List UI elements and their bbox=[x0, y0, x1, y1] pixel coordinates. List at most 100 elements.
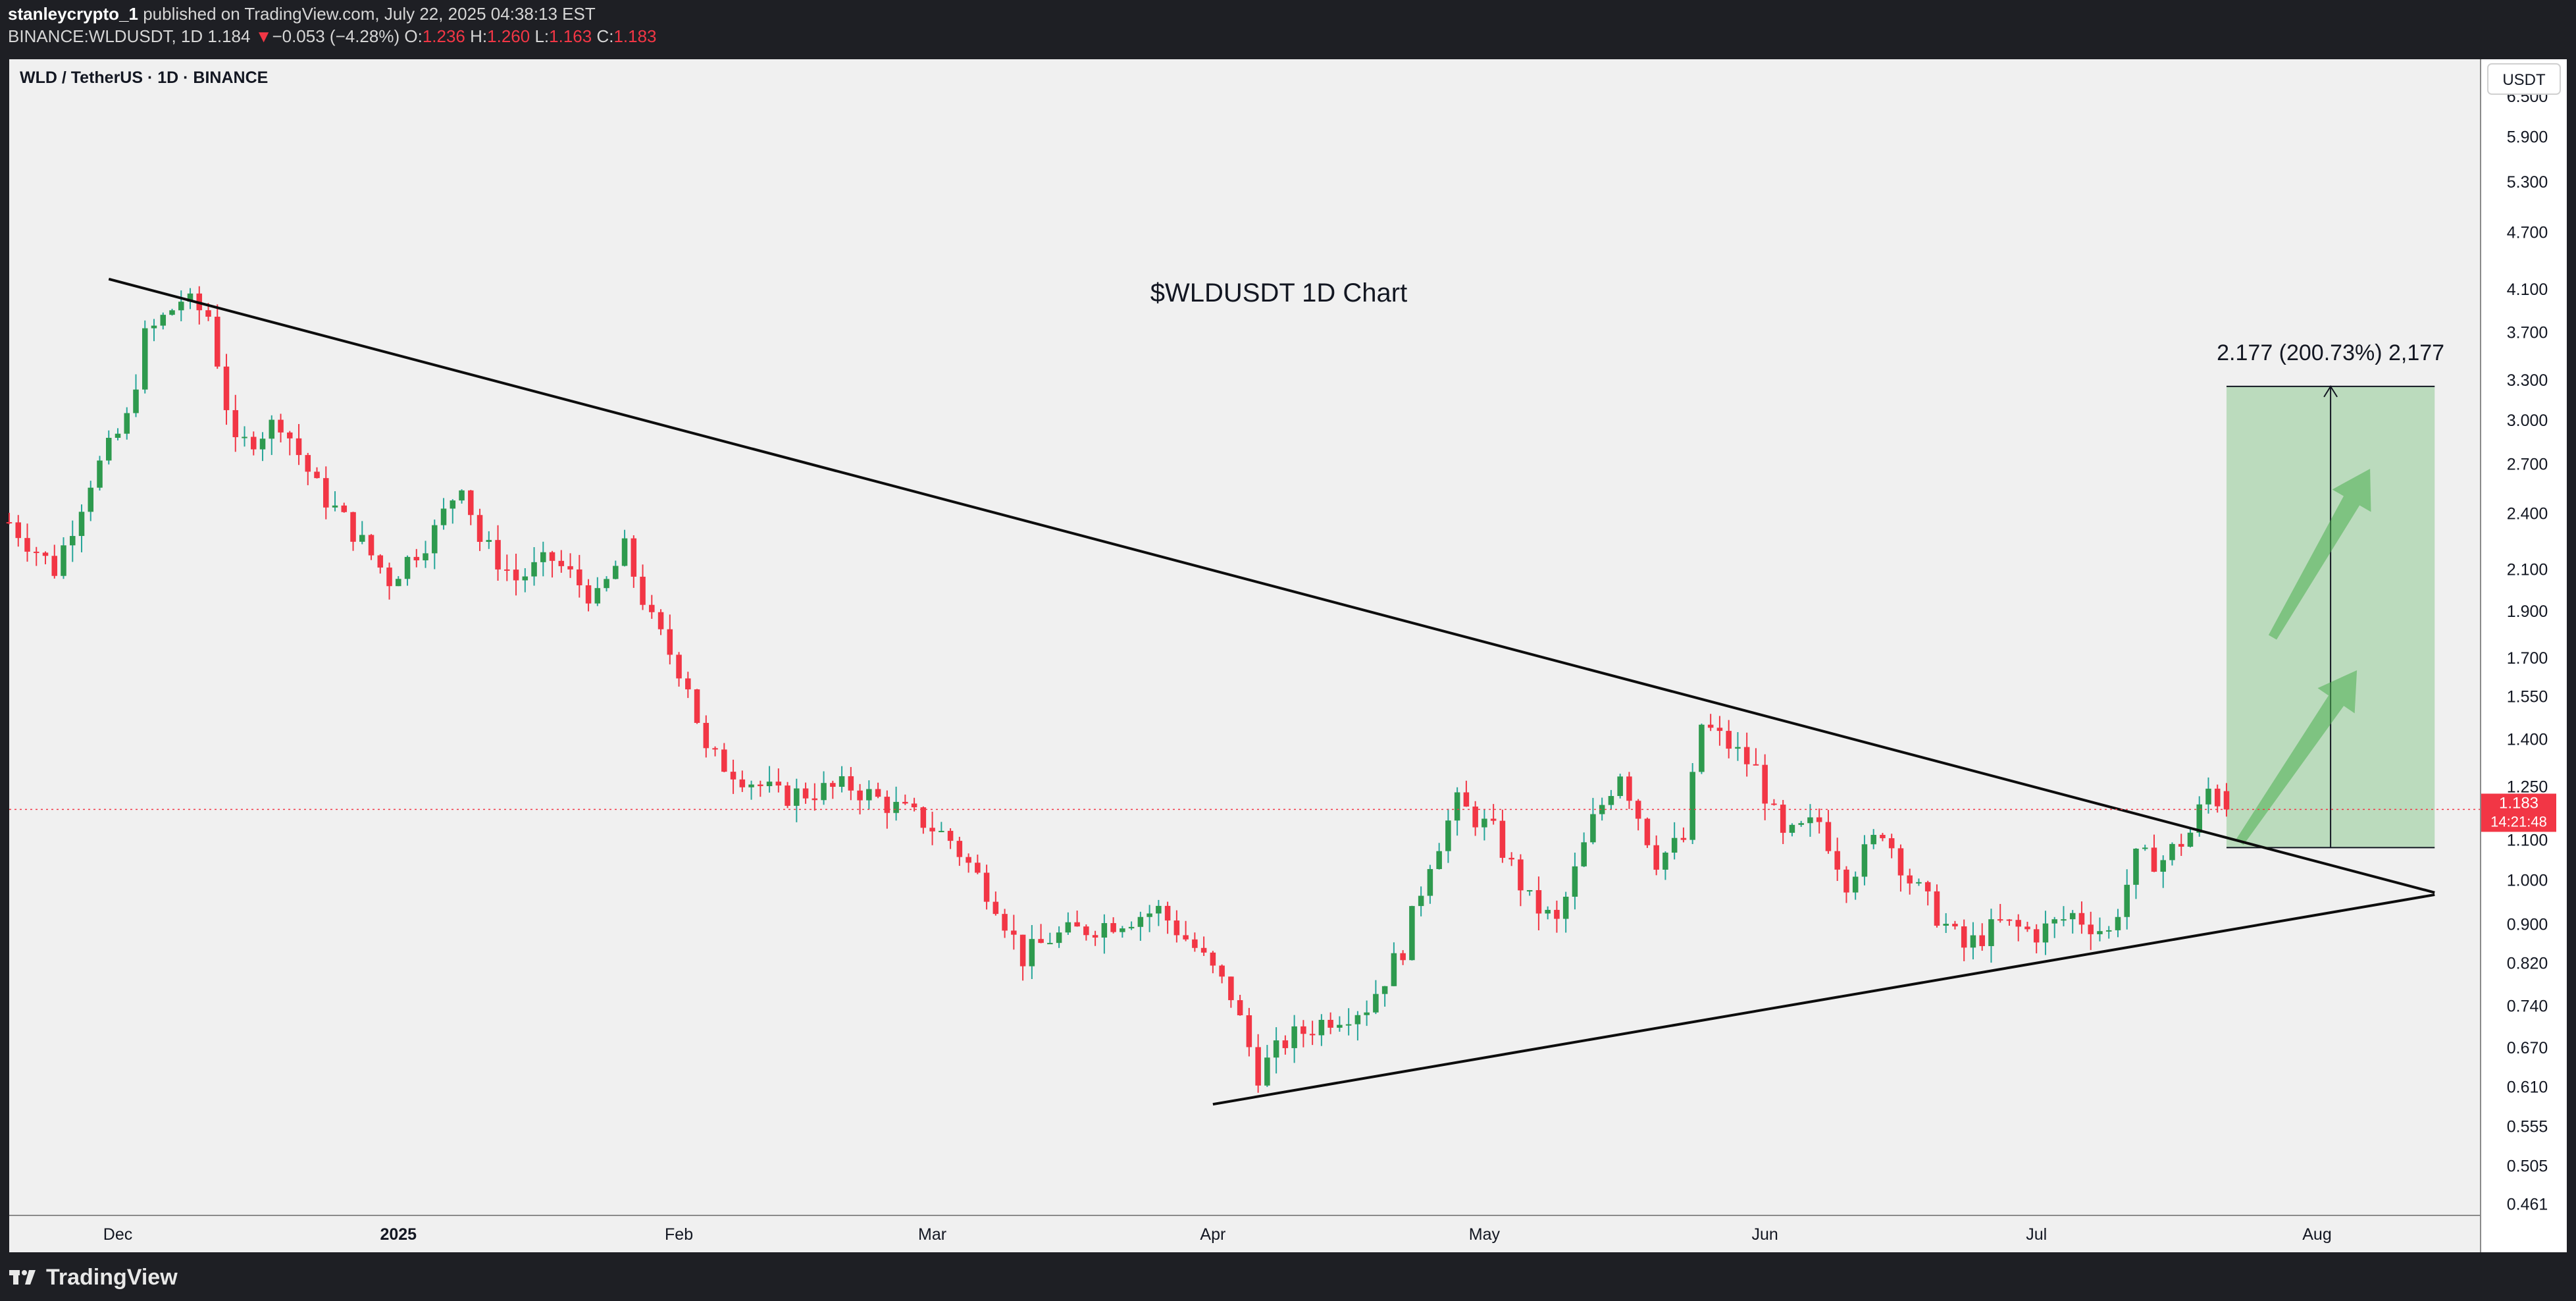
candle-body bbox=[1988, 919, 1994, 946]
candle-body bbox=[1897, 848, 1904, 876]
candle bbox=[2078, 901, 2085, 934]
candle bbox=[1318, 1014, 1325, 1046]
price-tick-label: 2.100 bbox=[2507, 561, 2548, 579]
candle bbox=[811, 783, 818, 811]
candle-body bbox=[739, 779, 746, 787]
candle bbox=[1771, 799, 1777, 806]
candle-body bbox=[287, 432, 293, 438]
candle-body bbox=[2006, 919, 2013, 921]
candle bbox=[1164, 901, 1171, 934]
candle-body bbox=[1246, 1015, 1252, 1048]
author-name[interactable]: stanleycrypto_1 bbox=[8, 4, 138, 24]
tradingview-logo[interactable]: TradingView bbox=[9, 1263, 178, 1292]
candle-body bbox=[1979, 935, 1985, 946]
candle bbox=[1780, 800, 1786, 844]
trendline-descending-resistance[interactable] bbox=[108, 277, 2435, 894]
candle-body bbox=[657, 612, 664, 629]
candle-body bbox=[1427, 868, 1433, 896]
candle-body bbox=[305, 455, 311, 472]
candle-body bbox=[223, 366, 230, 410]
trendline-ascending-support[interactable] bbox=[1212, 893, 2435, 1106]
time-tick-label: May bbox=[1469, 1225, 1501, 1244]
candle-body bbox=[1535, 889, 1542, 914]
candle-body bbox=[2142, 847, 2148, 849]
candle-body bbox=[1961, 926, 1967, 948]
candle bbox=[1789, 823, 1795, 837]
price-tick-label: 5.900 bbox=[2507, 128, 2548, 147]
candle bbox=[359, 521, 365, 544]
candle-body bbox=[1671, 837, 1678, 853]
candle-body bbox=[920, 807, 927, 828]
candle bbox=[341, 502, 348, 513]
candle-body bbox=[939, 830, 944, 832]
publish-line: stanleycrypto_1 published on TradingView… bbox=[8, 4, 596, 24]
target-label: 2.177 (200.73%) 2,177 bbox=[2217, 340, 2444, 365]
candle bbox=[486, 531, 492, 549]
candle-body bbox=[1554, 909, 1560, 919]
candle bbox=[1364, 1000, 1370, 1026]
candle-body bbox=[1029, 939, 1035, 967]
candle-body bbox=[1726, 731, 1732, 749]
candle-body bbox=[450, 500, 456, 509]
candle bbox=[821, 771, 827, 805]
candle-body bbox=[386, 568, 392, 587]
candle-body bbox=[1137, 916, 1144, 927]
candle bbox=[1526, 889, 1533, 896]
candle-body bbox=[2124, 884, 2130, 917]
candle bbox=[1255, 1034, 1261, 1093]
candle bbox=[368, 534, 374, 560]
candle-body bbox=[169, 310, 175, 315]
price-tick-label: 1.000 bbox=[2507, 871, 2548, 889]
candle bbox=[1961, 919, 1967, 961]
price-axis[interactable] bbox=[2481, 59, 2567, 1252]
candle-body bbox=[703, 722, 709, 749]
candle bbox=[1545, 906, 1551, 920]
candle-body bbox=[975, 863, 981, 873]
candle bbox=[1897, 844, 1904, 892]
candle-body bbox=[531, 562, 537, 577]
candle bbox=[1427, 864, 1433, 904]
candle-body bbox=[278, 419, 284, 433]
candle bbox=[278, 413, 284, 442]
candle-body bbox=[1011, 930, 1017, 935]
candle bbox=[721, 743, 727, 772]
candle-body bbox=[359, 535, 365, 542]
candle bbox=[287, 431, 293, 456]
candle-body bbox=[160, 315, 167, 326]
candle bbox=[1653, 835, 1659, 876]
candle-body bbox=[2042, 923, 2049, 943]
candle-body bbox=[2169, 843, 2175, 861]
candle-body bbox=[205, 310, 211, 317]
candle-body bbox=[621, 538, 628, 566]
time-tick-label: 2025 bbox=[380, 1225, 417, 1244]
candle-body bbox=[1861, 844, 1868, 877]
candle bbox=[1888, 834, 1895, 859]
candle-body bbox=[848, 776, 854, 791]
candle-body bbox=[2051, 919, 2057, 924]
candle-body bbox=[1101, 923, 1108, 938]
candle bbox=[1735, 731, 1741, 761]
candle bbox=[631, 535, 637, 588]
candle-body bbox=[513, 570, 519, 581]
candle bbox=[748, 780, 754, 800]
candle-body bbox=[1065, 922, 1071, 933]
candle-body bbox=[1445, 820, 1451, 851]
candle-body bbox=[1689, 772, 1695, 840]
price-tick-label: 3.000 bbox=[2507, 412, 2548, 430]
candle-body bbox=[1219, 965, 1225, 977]
candle bbox=[1644, 817, 1651, 848]
candle-body bbox=[721, 749, 727, 772]
candle-body bbox=[1391, 953, 1397, 986]
candle bbox=[676, 652, 682, 687]
candle bbox=[621, 529, 628, 567]
candle bbox=[1952, 920, 1958, 930]
currency-button[interactable] bbox=[2487, 63, 2561, 95]
candle-body bbox=[775, 782, 782, 786]
plot-area[interactable] bbox=[9, 59, 2480, 1252]
candle-body bbox=[1789, 824, 1795, 833]
candle-body bbox=[1880, 835, 1886, 839]
candle bbox=[1726, 720, 1732, 758]
price-tick-label: 1.900 bbox=[2507, 602, 2548, 621]
candle bbox=[594, 577, 601, 606]
